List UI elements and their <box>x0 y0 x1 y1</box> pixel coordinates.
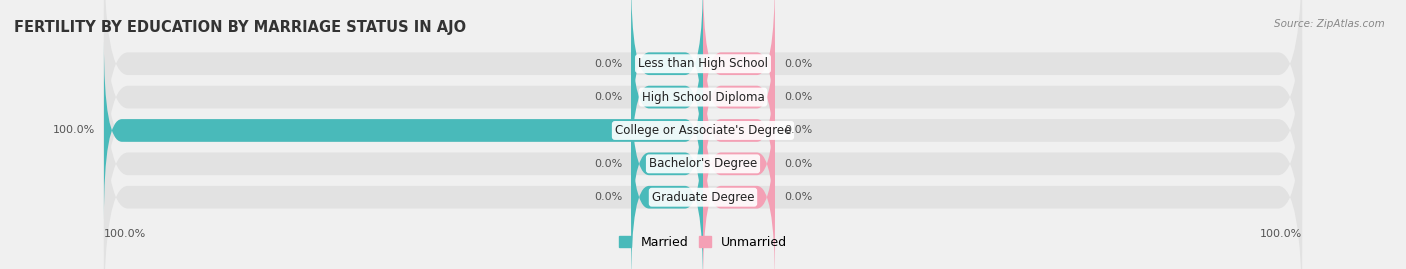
Legend: Married, Unmarried: Married, Unmarried <box>613 231 793 254</box>
Text: 100.0%: 100.0% <box>52 125 96 136</box>
FancyBboxPatch shape <box>703 42 775 219</box>
FancyBboxPatch shape <box>703 0 775 153</box>
Text: 0.0%: 0.0% <box>785 92 813 102</box>
FancyBboxPatch shape <box>104 42 1302 269</box>
Text: 0.0%: 0.0% <box>593 192 621 202</box>
Text: 0.0%: 0.0% <box>785 192 813 202</box>
FancyBboxPatch shape <box>104 75 1302 269</box>
FancyBboxPatch shape <box>104 0 1302 219</box>
Text: Bachelor's Degree: Bachelor's Degree <box>650 157 756 170</box>
FancyBboxPatch shape <box>104 0 1302 186</box>
Text: High School Diploma: High School Diploma <box>641 91 765 104</box>
FancyBboxPatch shape <box>631 0 703 153</box>
FancyBboxPatch shape <box>703 75 775 253</box>
Text: 0.0%: 0.0% <box>785 159 813 169</box>
Text: 100.0%: 100.0% <box>1260 229 1302 239</box>
Text: Source: ZipAtlas.com: Source: ZipAtlas.com <box>1274 19 1385 29</box>
Text: Less than High School: Less than High School <box>638 57 768 70</box>
Text: 0.0%: 0.0% <box>785 59 813 69</box>
Text: 0.0%: 0.0% <box>593 159 621 169</box>
Text: 0.0%: 0.0% <box>593 92 621 102</box>
Text: 100.0%: 100.0% <box>104 229 146 239</box>
Text: 0.0%: 0.0% <box>785 125 813 136</box>
FancyBboxPatch shape <box>631 108 703 269</box>
FancyBboxPatch shape <box>104 42 703 219</box>
Text: College or Associate's Degree: College or Associate's Degree <box>614 124 792 137</box>
FancyBboxPatch shape <box>703 8 775 186</box>
FancyBboxPatch shape <box>703 108 775 269</box>
Text: FERTILITY BY EDUCATION BY MARRIAGE STATUS IN AJO: FERTILITY BY EDUCATION BY MARRIAGE STATU… <box>14 20 467 35</box>
Text: 0.0%: 0.0% <box>593 59 621 69</box>
FancyBboxPatch shape <box>631 8 703 186</box>
Text: Graduate Degree: Graduate Degree <box>652 191 754 204</box>
FancyBboxPatch shape <box>104 8 1302 253</box>
FancyBboxPatch shape <box>631 75 703 253</box>
